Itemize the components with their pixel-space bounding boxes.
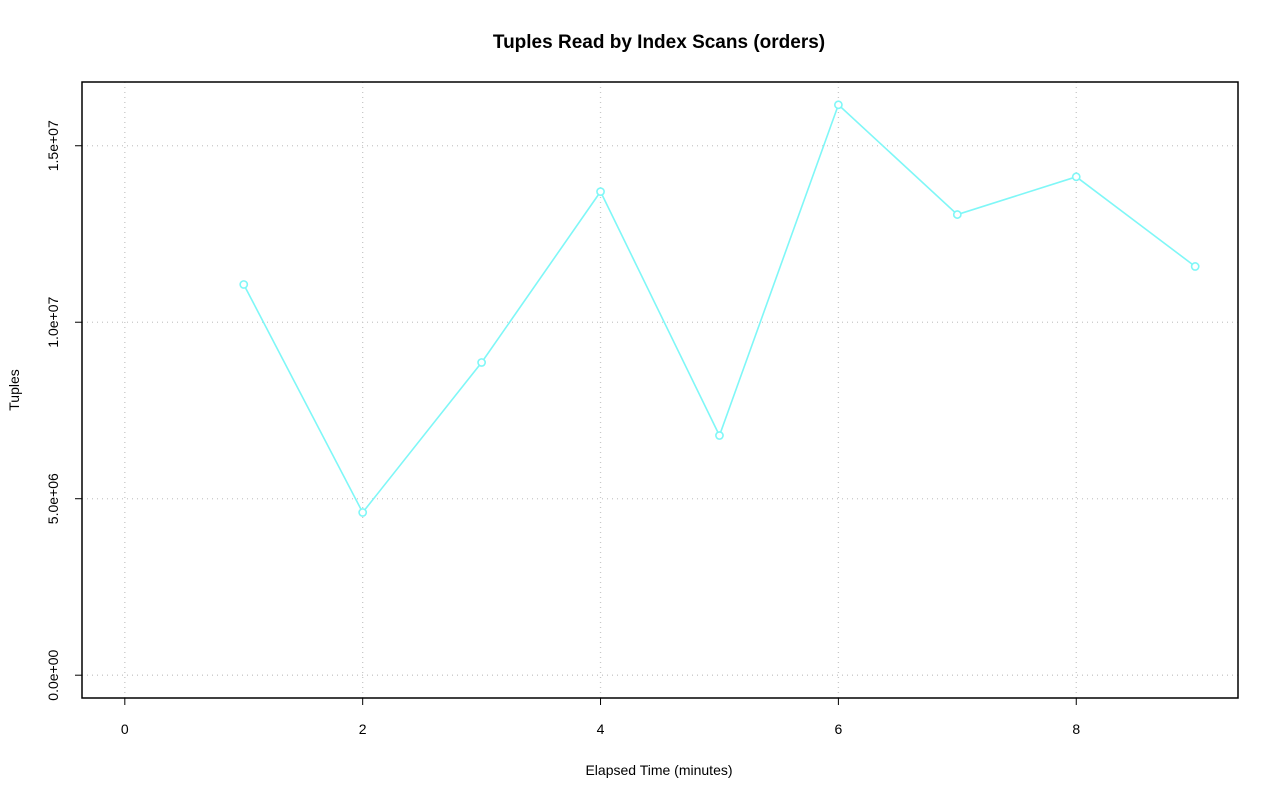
plot xyxy=(239,100,1200,517)
data-point xyxy=(833,100,843,110)
data-point xyxy=(1071,172,1081,182)
chart-title: Tuples Read by Index Scans (orders) xyxy=(493,32,825,53)
data-point xyxy=(358,508,368,517)
data-point xyxy=(477,358,487,367)
x-tick-label: 2 xyxy=(359,721,367,737)
y-axis-label: Tuples xyxy=(6,369,22,411)
y-tick-label: 0.0e+00 xyxy=(45,649,61,700)
y-tick-label: 1.5e+07 xyxy=(45,120,61,171)
y-tick-label: 1.0e+07 xyxy=(45,297,61,348)
x-tick-label: 8 xyxy=(1072,721,1080,737)
plot-frame xyxy=(81,81,1239,699)
data-point xyxy=(715,431,724,440)
x-tick-label: 4 xyxy=(597,721,605,737)
data-point xyxy=(239,280,249,289)
data-point xyxy=(596,187,605,197)
data-point xyxy=(1190,262,1200,271)
data-point xyxy=(952,210,962,219)
x-axis-label: Elapsed Time (minutes) xyxy=(585,762,732,778)
x-tick-label: 6 xyxy=(834,721,842,737)
x-tick-label: 0 xyxy=(121,721,129,737)
y-tick-label: 5.0e+06 xyxy=(45,473,61,524)
